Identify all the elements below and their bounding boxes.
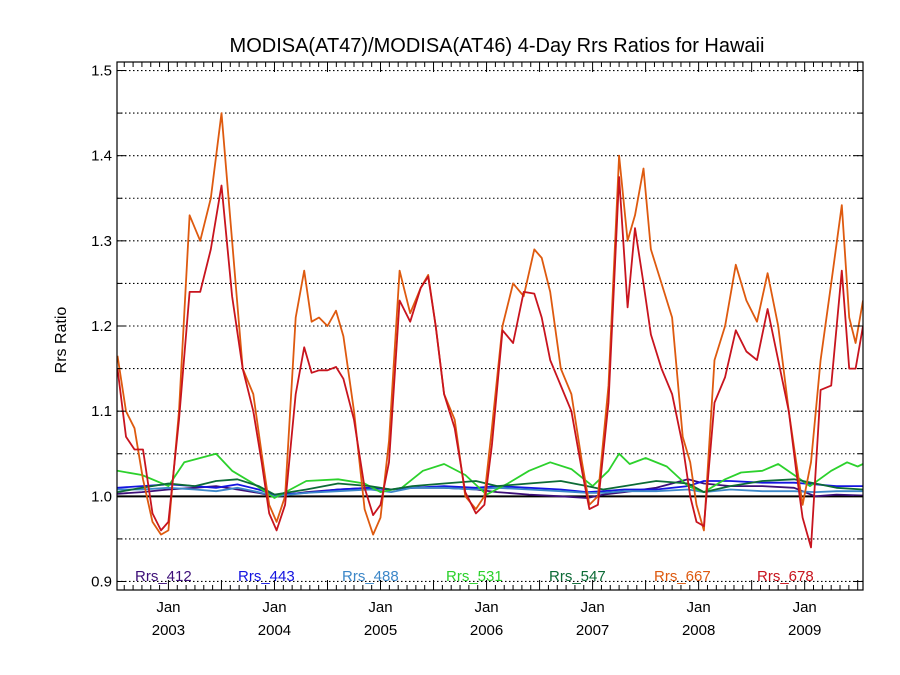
x-axis: Jan 2003 Jan 2004 Jan 2005 Jan 2006 Jan 2007 Jan 20…	[123, 62, 859, 639]
x-tick-label-year: 2003	[152, 622, 185, 639]
x-tick-label-year: 2004	[258, 622, 291, 639]
series-line-rrs-667	[117, 112, 863, 536]
legend-label: Rrs_678	[757, 568, 814, 585]
y-tick-label: 1.2	[91, 318, 112, 335]
x-tick-label-year: 2006	[470, 622, 503, 639]
y-tick-label: 1.4	[91, 148, 112, 165]
legend-label: Rrs_667	[654, 568, 711, 585]
legend: Rrs_412 Rrs_443 Rrs_488 Rrs_531 Rrs_547 Rrs_6…	[135, 568, 814, 585]
x-tick-label-month: Jan	[687, 599, 711, 616]
x-tick-label-month: Jan	[793, 599, 817, 616]
series-lines	[117, 112, 863, 549]
x-tick-label-month: Jan	[156, 599, 180, 616]
x-tick-label-year: 2008	[682, 622, 715, 639]
y-axis: 0.9 1.0 1.1 1.2 1.3 1.4 1.5	[91, 63, 863, 590]
x-tick-label-month: Jan	[262, 599, 286, 616]
legend-label: Rrs_443	[238, 568, 295, 585]
series-line-rrs-531	[117, 452, 863, 499]
x-tick-label-month: Jan	[368, 599, 392, 616]
legend-label: Rrs_531	[446, 568, 503, 585]
legend-label: Rrs_412	[135, 568, 192, 585]
y-tick-label: 1.0	[91, 488, 112, 505]
x-tick-label-year: 2009	[788, 622, 821, 639]
x-tick-label-month: Jan	[474, 599, 498, 616]
gridlines	[117, 69, 863, 583]
y-tick-label: 1.3	[91, 233, 112, 250]
legend-label: Rrs_488	[342, 568, 399, 585]
x-tick-label-year: 2005	[364, 622, 397, 639]
legend-label: Rrs_547	[549, 568, 606, 585]
y-tick-label: 1.5	[91, 63, 112, 80]
x-tick-label-month: Jan	[581, 599, 605, 616]
y-axis-label: Rrs Ratio	[53, 307, 70, 374]
y-tick-label: 0.9	[91, 573, 112, 590]
x-tick-label-year: 2007	[576, 622, 609, 639]
y-tick-label: 1.1	[91, 403, 112, 420]
chart-title: MODISA(AT47)/MODISA(AT46) 4-Day Rrs Rati…	[230, 35, 765, 57]
series-line-rrs-678	[117, 176, 863, 549]
